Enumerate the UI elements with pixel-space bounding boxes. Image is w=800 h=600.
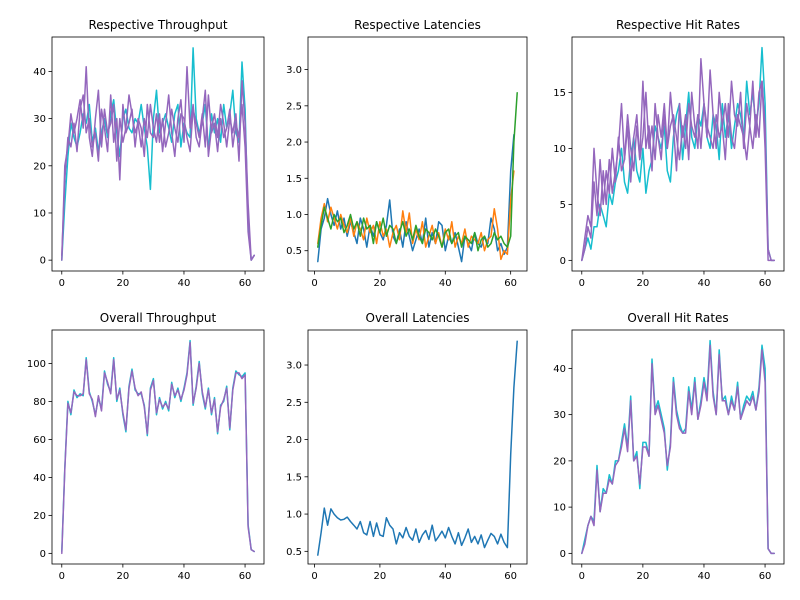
x-tick-label: 60 [759,278,772,289]
axes-frame [571,329,785,565]
y-tick-label: 40 [553,364,566,375]
series-line-1 [317,340,518,556]
y-tick-label: 15 [553,88,566,99]
y-tick-label: 20 [33,161,46,172]
panel-respective-latencies: Respective Latencies 0 20 40 60 0.5 1.0 1.5 2.0… [286,18,528,289]
x-tick-label: 60 [759,571,772,582]
y-tick-label: 1.5 [286,472,302,483]
series-line-3 [581,80,775,262]
y-tick-label: 1.0 [286,510,302,521]
y-tick-label: 40 [33,473,46,484]
x-tick-label: 40 [178,278,191,289]
panel-overall-throughput: Overall Throughput 0 20 40 60 0 20 40 60 80 100 [27,311,265,582]
y-tick-label: 30 [33,114,46,125]
series-group [581,46,775,262]
x-tick-label: 0 [59,571,65,582]
y-tick-label: 2.5 [286,398,302,409]
panel-respective-hit-rates: Respective Hit Rates 0 20 40 60 0 5 10 15 [553,18,785,289]
x-tick-label: 20 [117,278,130,289]
series-line-3 [317,92,518,252]
x-tick-label: 0 [579,571,585,582]
y-tick-label: 2.5 [286,101,302,112]
series-group [317,92,518,263]
y-tick-label: 10 [553,503,566,514]
y-tick-label: 0.5 [286,547,302,558]
y-tick-label: 1.0 [286,210,302,221]
x-tick-label: 60 [239,571,252,582]
panel-overall-latencies: Overall Latencies 0 20 40 60 0.5 1.0 1.5 2.0 2.5… [286,311,528,582]
y-tick-label: 0 [40,256,46,267]
y-tick-label: 40 [33,67,46,78]
x-tick-label: 20 [374,571,387,582]
x-tick-label: 40 [439,571,452,582]
y-tick-label: 0.5 [286,246,302,257]
axes-frame [307,329,528,565]
x-tick-label: 20 [637,571,650,582]
x-tick-label: 20 [637,278,650,289]
series-line-2 [581,58,775,262]
x-tick-label: 0 [311,278,317,289]
y-tick-label: 2.0 [286,435,302,446]
y-tick-label: 1.5 [286,174,302,185]
y-tick-label: 10 [553,144,566,155]
panel-title: Overall Throughput [100,311,217,325]
y-tick-label: 0 [560,549,566,560]
panel-title: Respective Throughput [88,18,227,32]
y-tick-label: 20 [33,511,46,522]
y-tick-label: 3.0 [286,361,302,372]
panel-overall-hit-rates: Overall Hit Rates 0 20 40 60 0 10 20 30 40 [553,311,785,582]
panel-title: Respective Hit Rates [616,18,740,32]
x-tick-label: 20 [374,278,387,289]
x-tick-label: 40 [439,278,452,289]
series-group [581,339,775,555]
x-tick-label: 0 [579,278,585,289]
series-line-2 [581,344,775,555]
axes-frame [51,36,265,272]
panel-title: Overall Hit Rates [627,311,728,325]
x-tick-label: 40 [178,571,191,582]
axes-frame [571,36,785,272]
x-tick-label: 40 [698,278,711,289]
series-group [317,340,518,556]
x-tick-label: 40 [698,571,711,582]
panel-title: Respective Latencies [354,18,481,32]
series-group [61,47,255,261]
panel-title: Overall Latencies [366,311,470,325]
panel-respective-throughput: Respective Throughput 0 20 40 60 0 10 20 30 40 [33,18,265,289]
y-tick-label: 10 [33,208,46,219]
y-tick-label: 0 [40,549,46,560]
axes-frame [307,36,528,272]
y-tick-label: 0 [560,256,566,267]
x-tick-label: 60 [239,278,252,289]
series-line-2 [317,170,515,261]
y-tick-label: 80 [33,397,46,408]
series-line-3 [61,94,255,261]
axes-frame [51,329,265,565]
y-tick-label: 20 [553,456,566,467]
x-tick-label: 20 [117,571,130,582]
x-tick-label: 60 [504,571,517,582]
y-tick-label: 60 [33,435,46,446]
y-tick-label: 30 [553,410,566,421]
series-group [61,339,255,555]
y-tick-label: 2.0 [286,138,302,149]
y-tick-label: 100 [27,359,46,370]
series-line-2 [61,341,255,555]
x-tick-label: 0 [59,278,65,289]
x-tick-label: 0 [311,571,317,582]
y-tick-label: 3.0 [286,65,302,76]
x-tick-label: 60 [504,278,517,289]
y-tick-label: 5 [560,200,566,211]
